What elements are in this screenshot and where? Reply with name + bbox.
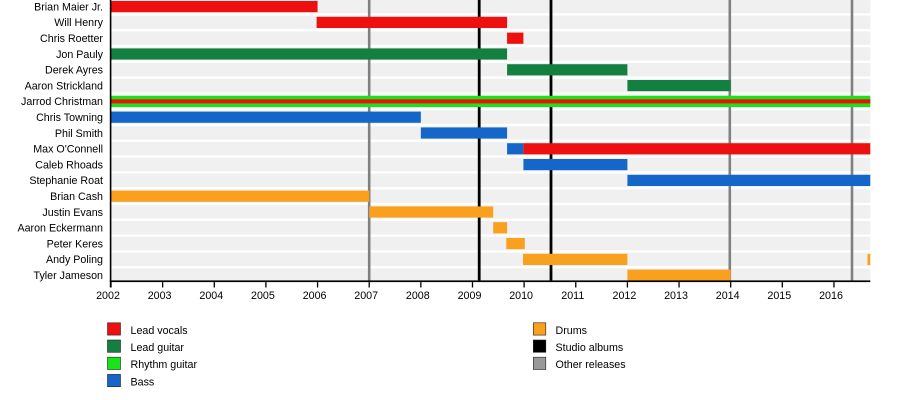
svg-text:Bass: Bass [131,376,155,388]
svg-text:Lead vocals: Lead vocals [131,325,188,337]
svg-text:Lead guitar: Lead guitar [131,342,185,354]
svg-text:Jarrod Christman: Jarrod Christman [21,96,103,108]
svg-text:2015: 2015 [767,290,791,302]
svg-text:Jon Pauly: Jon Pauly [56,49,104,61]
svg-text:Phil Smith: Phil Smith [55,128,103,140]
svg-text:2011: 2011 [561,290,584,302]
svg-text:Peter Keres: Peter Keres [47,238,103,250]
svg-text:Will Henry: Will Henry [54,17,103,29]
svg-text:Derek Ayres: Derek Ayres [45,65,103,77]
svg-text:Tyler Jameson: Tyler Jameson [34,270,104,282]
svg-text:2010: 2010 [509,290,533,302]
svg-text:2005: 2005 [251,290,275,302]
svg-text:2014: 2014 [716,290,740,302]
svg-text:Aaron Eckermann: Aaron Eckermann [17,223,103,235]
svg-text:2007: 2007 [354,290,378,302]
svg-text:Andy Poling: Andy Poling [46,254,103,266]
svg-text:Other releases: Other releases [556,359,626,371]
svg-text:Rhythm guitar: Rhythm guitar [131,359,198,371]
svg-text:2008: 2008 [406,290,430,302]
svg-text:Max O'Connell: Max O'Connell [33,144,103,156]
svg-text:Studio albums: Studio albums [556,342,624,354]
svg-text:Stephanie Roat: Stephanie Roat [29,175,103,187]
svg-text:Justin Evans: Justin Evans [42,207,103,219]
svg-text:Brian Maier Jr.: Brian Maier Jr. [34,1,103,13]
svg-text:2009: 2009 [458,290,482,302]
svg-text:Caleb Rhoads: Caleb Rhoads [35,159,103,171]
svg-text:2004: 2004 [199,290,223,302]
svg-text:Drums: Drums [556,325,587,337]
svg-text:2013: 2013 [664,290,688,302]
svg-text:2016: 2016 [819,290,843,302]
svg-text:Brian Cash: Brian Cash [50,191,103,203]
svg-text:Chris Roetter: Chris Roetter [40,33,103,45]
svg-text:2003: 2003 [148,290,172,302]
svg-text:2002: 2002 [96,290,120,302]
svg-text:2012: 2012 [613,290,637,302]
svg-text:Aaron Strickland: Aaron Strickland [25,80,103,92]
svg-text:Chris Towning: Chris Towning [36,112,103,124]
svg-text:2006: 2006 [303,290,327,302]
